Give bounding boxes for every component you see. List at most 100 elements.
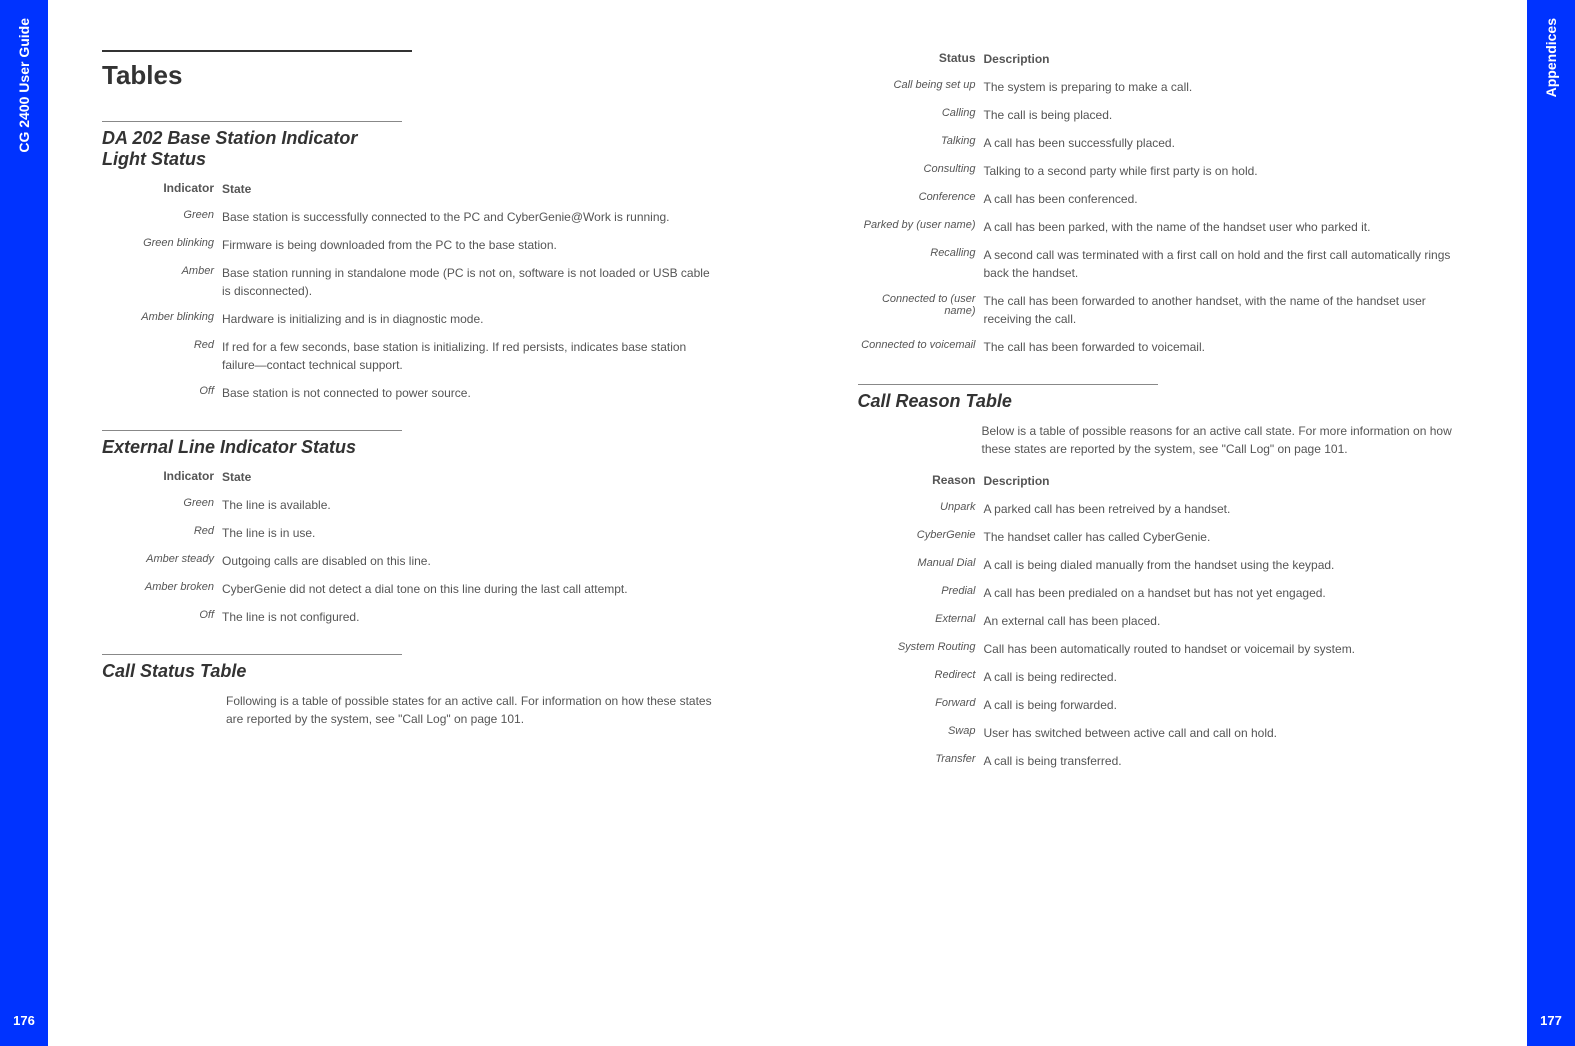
row-value: The call has been forwarded to voicemail… [984, 338, 1474, 356]
table-header-row: Status Description [858, 50, 1474, 68]
row-value: Firmware is being downloaded from the PC… [222, 236, 718, 254]
header-label: Indicator [102, 180, 222, 195]
right-page: Status Description Call being set upThe … [788, 0, 1575, 1046]
row-label: System Routing [858, 640, 984, 653]
row-value: The handset caller has called CyberGenie… [984, 528, 1474, 546]
left-page-number: 176 [13, 1013, 35, 1028]
table-row: Manual DialA call is being dialed manual… [858, 556, 1474, 574]
row-value: A call has been predialed on a handset b… [984, 584, 1474, 602]
row-value: The call is being placed. [984, 106, 1474, 124]
table-row: TransferA call is being transferred. [858, 752, 1474, 770]
row-value: The line is available. [222, 496, 718, 514]
page-title: Tables [102, 50, 412, 91]
row-label: Transfer [858, 752, 984, 765]
row-label: Off [102, 608, 222, 621]
left-sidebar: CG 2400 User Guide 176 [0, 0, 48, 1046]
section-heading: Call Status Table [102, 654, 402, 682]
header-value: Description [984, 472, 1474, 490]
table-row: RedirectA call is being redirected. [858, 668, 1474, 686]
row-value: A call is being transferred. [984, 752, 1474, 770]
row-label: Recalling [858, 246, 984, 259]
table-row: Connected to voicemailThe call has been … [858, 338, 1474, 356]
row-label: Connected to voicemail [858, 338, 984, 351]
table-row: System RoutingCall has been automaticall… [858, 640, 1474, 658]
table-row: UnparkA parked call has been retreived b… [858, 500, 1474, 518]
row-value: User has switched between active call an… [984, 724, 1474, 742]
row-value: A call has been successfully placed. [984, 134, 1474, 152]
row-label: Green [102, 496, 222, 509]
header-value: State [222, 468, 718, 486]
row-value: Base station is not connected to power s… [222, 384, 718, 402]
section-heading: DA 202 Base Station Indicator Light Stat… [102, 121, 402, 170]
table-row: Parked by (user name)A call has been par… [858, 218, 1474, 236]
right-content: Status Description Call being set upThe … [788, 0, 1528, 1046]
header-label: Status [858, 50, 984, 65]
table-row: OffThe line is not configured. [102, 608, 718, 626]
left-sidebar-label: CG 2400 User Guide [16, 18, 32, 153]
table-header-row: Reason Description [858, 472, 1474, 490]
table-row: ForwardA call is being forwarded. [858, 696, 1474, 714]
row-value: A call is being redirected. [984, 668, 1474, 686]
section-description: Following is a table of possible states … [226, 692, 718, 728]
header-label: Indicator [102, 468, 222, 483]
row-value: Base station is successfully connected t… [222, 208, 718, 226]
header-label: Reason [858, 472, 984, 487]
row-label: External [858, 612, 984, 625]
left-content: Tables DA 202 Base Station Indicator Lig… [48, 0, 788, 1046]
row-label: Red [102, 524, 222, 537]
row-label: Connected to (user name) [858, 292, 984, 317]
table-row: TalkingA call has been successfully plac… [858, 134, 1474, 152]
table-row: RedIf red for a few seconds, base statio… [102, 338, 718, 374]
row-label: Manual Dial [858, 556, 984, 569]
header-value: State [222, 180, 718, 198]
table-row: ExternalAn external call has been placed… [858, 612, 1474, 630]
right-sidebar-label: Appendices [1543, 18, 1559, 97]
table-row: GreenBase station is successfully connec… [102, 208, 718, 226]
row-value: The call has been forwarded to another h… [984, 292, 1474, 328]
row-value: A call is being forwarded. [984, 696, 1474, 714]
row-label: Off [102, 384, 222, 397]
table-row: GreenThe line is available. [102, 496, 718, 514]
row-label: Consulting [858, 162, 984, 175]
row-label: Amber [102, 264, 222, 277]
row-value: Hardware is initializing and is in diagn… [222, 310, 718, 328]
table-row: Amber brokenCyberGenie did not detect a … [102, 580, 718, 598]
table-row: Connected to (user name)The call has bee… [858, 292, 1474, 328]
row-label: Talking [858, 134, 984, 147]
table-row: ConferenceA call has been conferenced. [858, 190, 1474, 208]
row-value: A parked call has been retreived by a ha… [984, 500, 1474, 518]
table-row: RecallingA second call was terminated wi… [858, 246, 1474, 282]
row-label: Amber steady [102, 552, 222, 565]
table-row: AmberBase station running in standalone … [102, 264, 718, 300]
table-row: CyberGenieThe handset caller has called … [858, 528, 1474, 546]
row-value: The line is not configured. [222, 608, 718, 626]
table-row: CallingThe call is being placed. [858, 106, 1474, 124]
row-label: Redirect [858, 668, 984, 681]
table-row: OffBase station is not connected to powe… [102, 384, 718, 402]
row-value: A call has been conferenced. [984, 190, 1474, 208]
row-value: An external call has been placed. [984, 612, 1474, 630]
row-label: Red [102, 338, 222, 351]
row-label: CyberGenie [858, 528, 984, 541]
right-page-number: 177 [1540, 1013, 1562, 1028]
left-page: CG 2400 User Guide 176 Tables DA 202 Bas… [0, 0, 788, 1046]
row-value: A call has been parked, with the name of… [984, 218, 1474, 236]
row-value: Talking to a second party while first pa… [984, 162, 1474, 180]
table-row: Amber blinkingHardware is initializing a… [102, 310, 718, 328]
row-label: Amber blinking [102, 310, 222, 323]
row-value: The system is preparing to make a call. [984, 78, 1474, 96]
table-row: Green blinkingFirmware is being download… [102, 236, 718, 254]
table-header-row: Indicator State [102, 180, 718, 198]
row-value: A second call was terminated with a firs… [984, 246, 1474, 282]
row-value: If red for a few seconds, base station i… [222, 338, 718, 374]
row-label: Parked by (user name) [858, 218, 984, 231]
row-label: Swap [858, 724, 984, 737]
right-sidebar: Appendices 177 [1527, 0, 1575, 1046]
row-label: Conference [858, 190, 984, 203]
row-label: Predial [858, 584, 984, 597]
section-heading: External Line Indicator Status [102, 430, 402, 458]
table-row: Amber steadyOutgoing calls are disabled … [102, 552, 718, 570]
row-label: Calling [858, 106, 984, 119]
row-value: Outgoing calls are disabled on this line… [222, 552, 718, 570]
table-header-row: Indicator State [102, 468, 718, 486]
